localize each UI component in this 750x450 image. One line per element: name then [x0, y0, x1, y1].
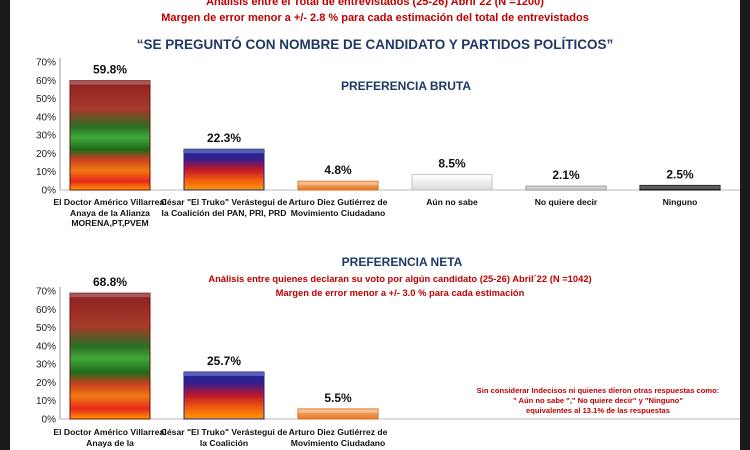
chart1-category-label: César "El Truko" Verástegui de la Coalic…	[160, 197, 288, 218]
chart1-ytick-label: 70%	[36, 58, 56, 69]
chart2-data-label: 25.7%	[207, 354, 241, 368]
chart1-bar	[411, 173, 493, 191]
chart1-plot: 0% 10% 20% 30% 40% 50% 60% 70% 59.8% 22.3% 4.8% 8.5…	[36, 58, 740, 197]
chart1-bar	[69, 80, 151, 191]
chart1-bar	[297, 180, 379, 191]
main-title: “SE PREGUNTÓ CON NOMBRE DE CANDIDATO Y P…	[136, 37, 614, 52]
chart2-ytick-label: 60%	[36, 305, 56, 316]
chart1-ytick-label: 10%	[36, 167, 56, 178]
chart2-category-label: César "El Truko" Verástegui de la Coalic…	[160, 427, 288, 448]
chart1-data-label: 2.1%	[552, 168, 580, 182]
chart2-category-label: Arturo Diez Gutiérrez de Movimiento Ciud…	[288, 427, 388, 448]
chart2-bar	[297, 408, 379, 420]
chart-frame: Análisis entre el Total de entrevistados…	[10, 0, 740, 450]
chart2-ytick-label: 50%	[36, 323, 56, 334]
chart1-ytick-label: 50%	[36, 94, 56, 105]
chart2-ytick-label: 70%	[36, 287, 56, 298]
header-error-margin: Margen de error menor a +/- 2.8 % para c…	[161, 12, 589, 24]
chart1-bar	[525, 185, 607, 191]
chart1-category-label: No quiere decir	[534, 197, 598, 207]
chart1-bar	[183, 148, 265, 191]
exclusion-note: Sin considerar Indecisos ni quienes dier…	[462, 386, 734, 416]
chart2-category-label: El Doctor Américo Villarreal Anaya de la	[53, 427, 167, 448]
header-sample-line: Análisis entre el Total de entrevistados…	[206, 0, 544, 8]
chart1-data-label: 59.8%	[93, 63, 127, 77]
note-line-2: " Aún no sabe "," No quiere decir" y "Ni…	[513, 396, 683, 405]
chart1-data-label: 2.5%	[666, 167, 694, 181]
chart1-bar-highlight	[184, 149, 264, 154]
chart1-ytick-label: 60%	[36, 76, 56, 87]
chart1-ytick-label: 20%	[36, 149, 56, 160]
chart2-bar-highlight	[298, 408, 378, 413]
chart1-category-label: Arturo Diez Gutiérrez de Movimiento Ciud…	[288, 197, 388, 218]
charts-canvas: 0% 10% 20% 30% 40% 50% 60% 70% 59.8% 22.3% 4.8% 8.5…	[36, 58, 740, 426]
chart2-bar	[69, 292, 151, 420]
chart1-data-label: 4.8%	[324, 163, 352, 177]
chart2-plot: 0% 10% 20% 30% 40% 50% 60% 70% 68.8% 25.7% 5.5%	[36, 275, 740, 426]
chart1-bar-highlight	[640, 185, 720, 190]
chart2-ytick-label: 30%	[36, 360, 56, 371]
chart1-category-label: Aún no sabe	[426, 197, 478, 207]
chart1-ytick-label: 40%	[36, 112, 56, 123]
chart1-ytick-label: 30%	[36, 131, 56, 142]
note-line-1: Sin considerar Indecisos ni quienes dier…	[476, 386, 720, 395]
chart1-ytick-label: 0%	[42, 186, 57, 197]
chart2-title: PREFERENCIA NETA	[341, 255, 463, 269]
chart1-data-label: 8.5%	[438, 156, 466, 170]
chart1-bar-highlight	[526, 186, 606, 190]
chart1-bar-highlight	[70, 80, 150, 85]
chart2-ytick-label: 10%	[36, 396, 56, 407]
chart1-category-label: Ninguno	[662, 197, 698, 207]
chart1-category-label: El Doctor Américo Villarreal Anaya de la…	[53, 197, 167, 228]
chart2-data-label: 68.8%	[93, 275, 127, 289]
note-line-3: equivalentes al 13.1% de las respuestas	[526, 406, 670, 415]
chart2-subtitle-margin: Margen de error menor a +/- 3.0 % para c…	[275, 287, 525, 298]
chart1-bar	[639, 184, 721, 191]
chart2-data-label: 5.5%	[324, 391, 352, 405]
chart1-bar-highlight	[412, 174, 492, 179]
chart2-ytick-label: 20%	[36, 378, 56, 389]
chart2-bar	[183, 371, 265, 420]
chart2-ytick-label: 0%	[42, 415, 57, 426]
chart1-data-label: 22.3%	[207, 131, 241, 145]
chart2-bar-highlight	[70, 293, 150, 298]
chart2-ytick-label: 40%	[36, 341, 56, 352]
chart1-bar-highlight	[298, 181, 378, 186]
chart2-bar-highlight	[184, 372, 264, 377]
chart2-subtitle: Análisis entre quienes declaran su voto …	[208, 273, 592, 284]
chart1-title: PREFERENCIA BRUTA	[340, 79, 471, 93]
